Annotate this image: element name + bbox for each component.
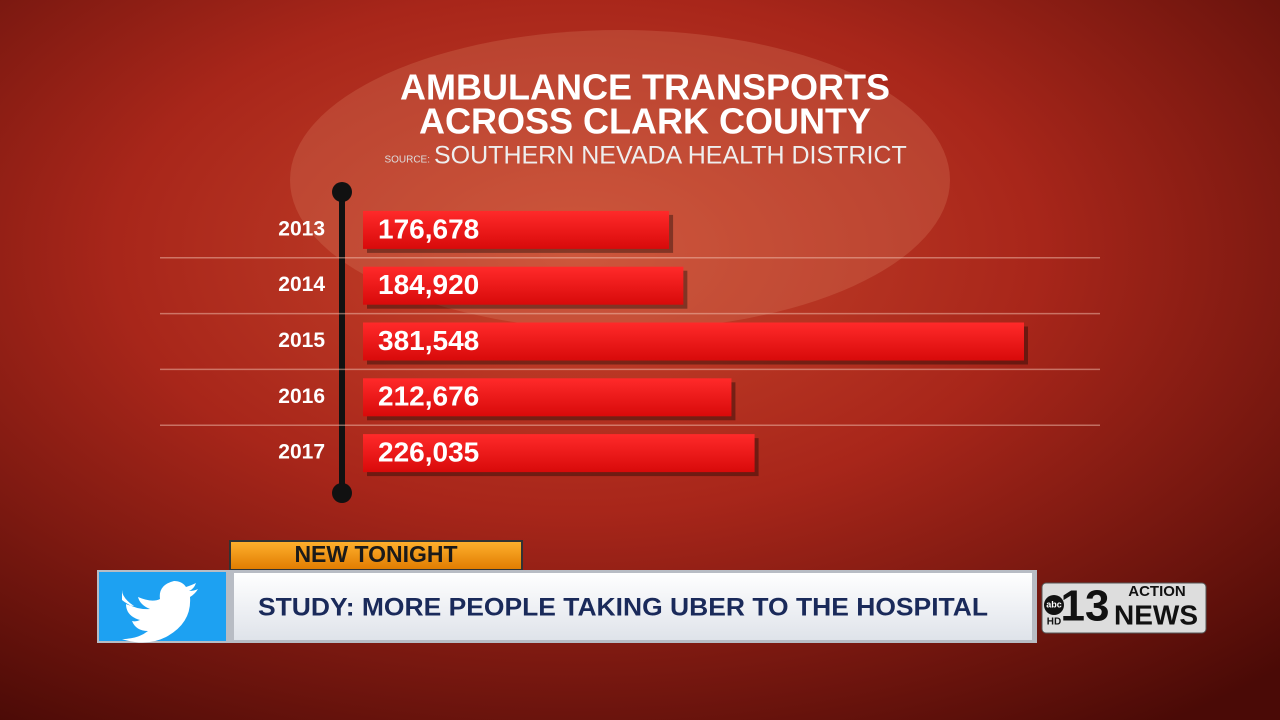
year-label: 2013 [278, 217, 325, 240]
value-label: 176,678 [378, 213, 479, 244]
headline: STUDY: MORE PEOPLE TAKING UBER TO THE HO… [258, 594, 988, 622]
year-label: 2014 [278, 273, 325, 296]
station-logo: abc HD 13 ACTION NEWS [1041, 582, 1207, 634]
axis-end [332, 483, 352, 503]
value-label: 381,548 [378, 325, 479, 356]
chart-title: AMBULANCE TRANSPORTS [400, 67, 890, 108]
bar [363, 378, 732, 417]
value-label: 184,920 [378, 269, 479, 300]
axis-end [332, 182, 352, 202]
bar [363, 434, 755, 473]
chart-title: ACROSS CLARK COUNTY [419, 101, 871, 142]
year-label: 2017 [278, 441, 325, 464]
chart: AMBULANCE TRANSPORTS ACROSS CLARK COUNTY… [160, 67, 1100, 503]
year-label: 2015 [278, 329, 325, 352]
logo-number: 13 [1061, 582, 1110, 631]
bar [363, 322, 1024, 361]
value-label: 212,676 [378, 381, 479, 412]
tag-box [229, 540, 523, 571]
logo-action: ACTION [1128, 583, 1186, 600]
logo-abc [1044, 595, 1064, 615]
lower-third: NEW TONIGHT STUDY: MORE PEOPLE TAKING UB… [97, 540, 1037, 643]
tag-text: NEW TONIGHT [294, 541, 457, 567]
bar [363, 266, 684, 305]
source-label: SOURCE: [384, 155, 430, 166]
headline-box [234, 573, 1032, 640]
source: SOUTHERN NEVADA HEALTH DISTRICT [434, 142, 907, 170]
twitter-icon [122, 581, 198, 643]
bar [363, 210, 670, 249]
year-label: 2016 [278, 385, 325, 408]
value-label: 226,035 [378, 436, 479, 467]
background-glow [290, 30, 950, 330]
logo-abc-text: abc [1046, 599, 1062, 609]
logo-hd: HD [1047, 617, 1061, 628]
logo-box [1041, 582, 1207, 634]
logo-news: NEWS [1114, 599, 1198, 630]
